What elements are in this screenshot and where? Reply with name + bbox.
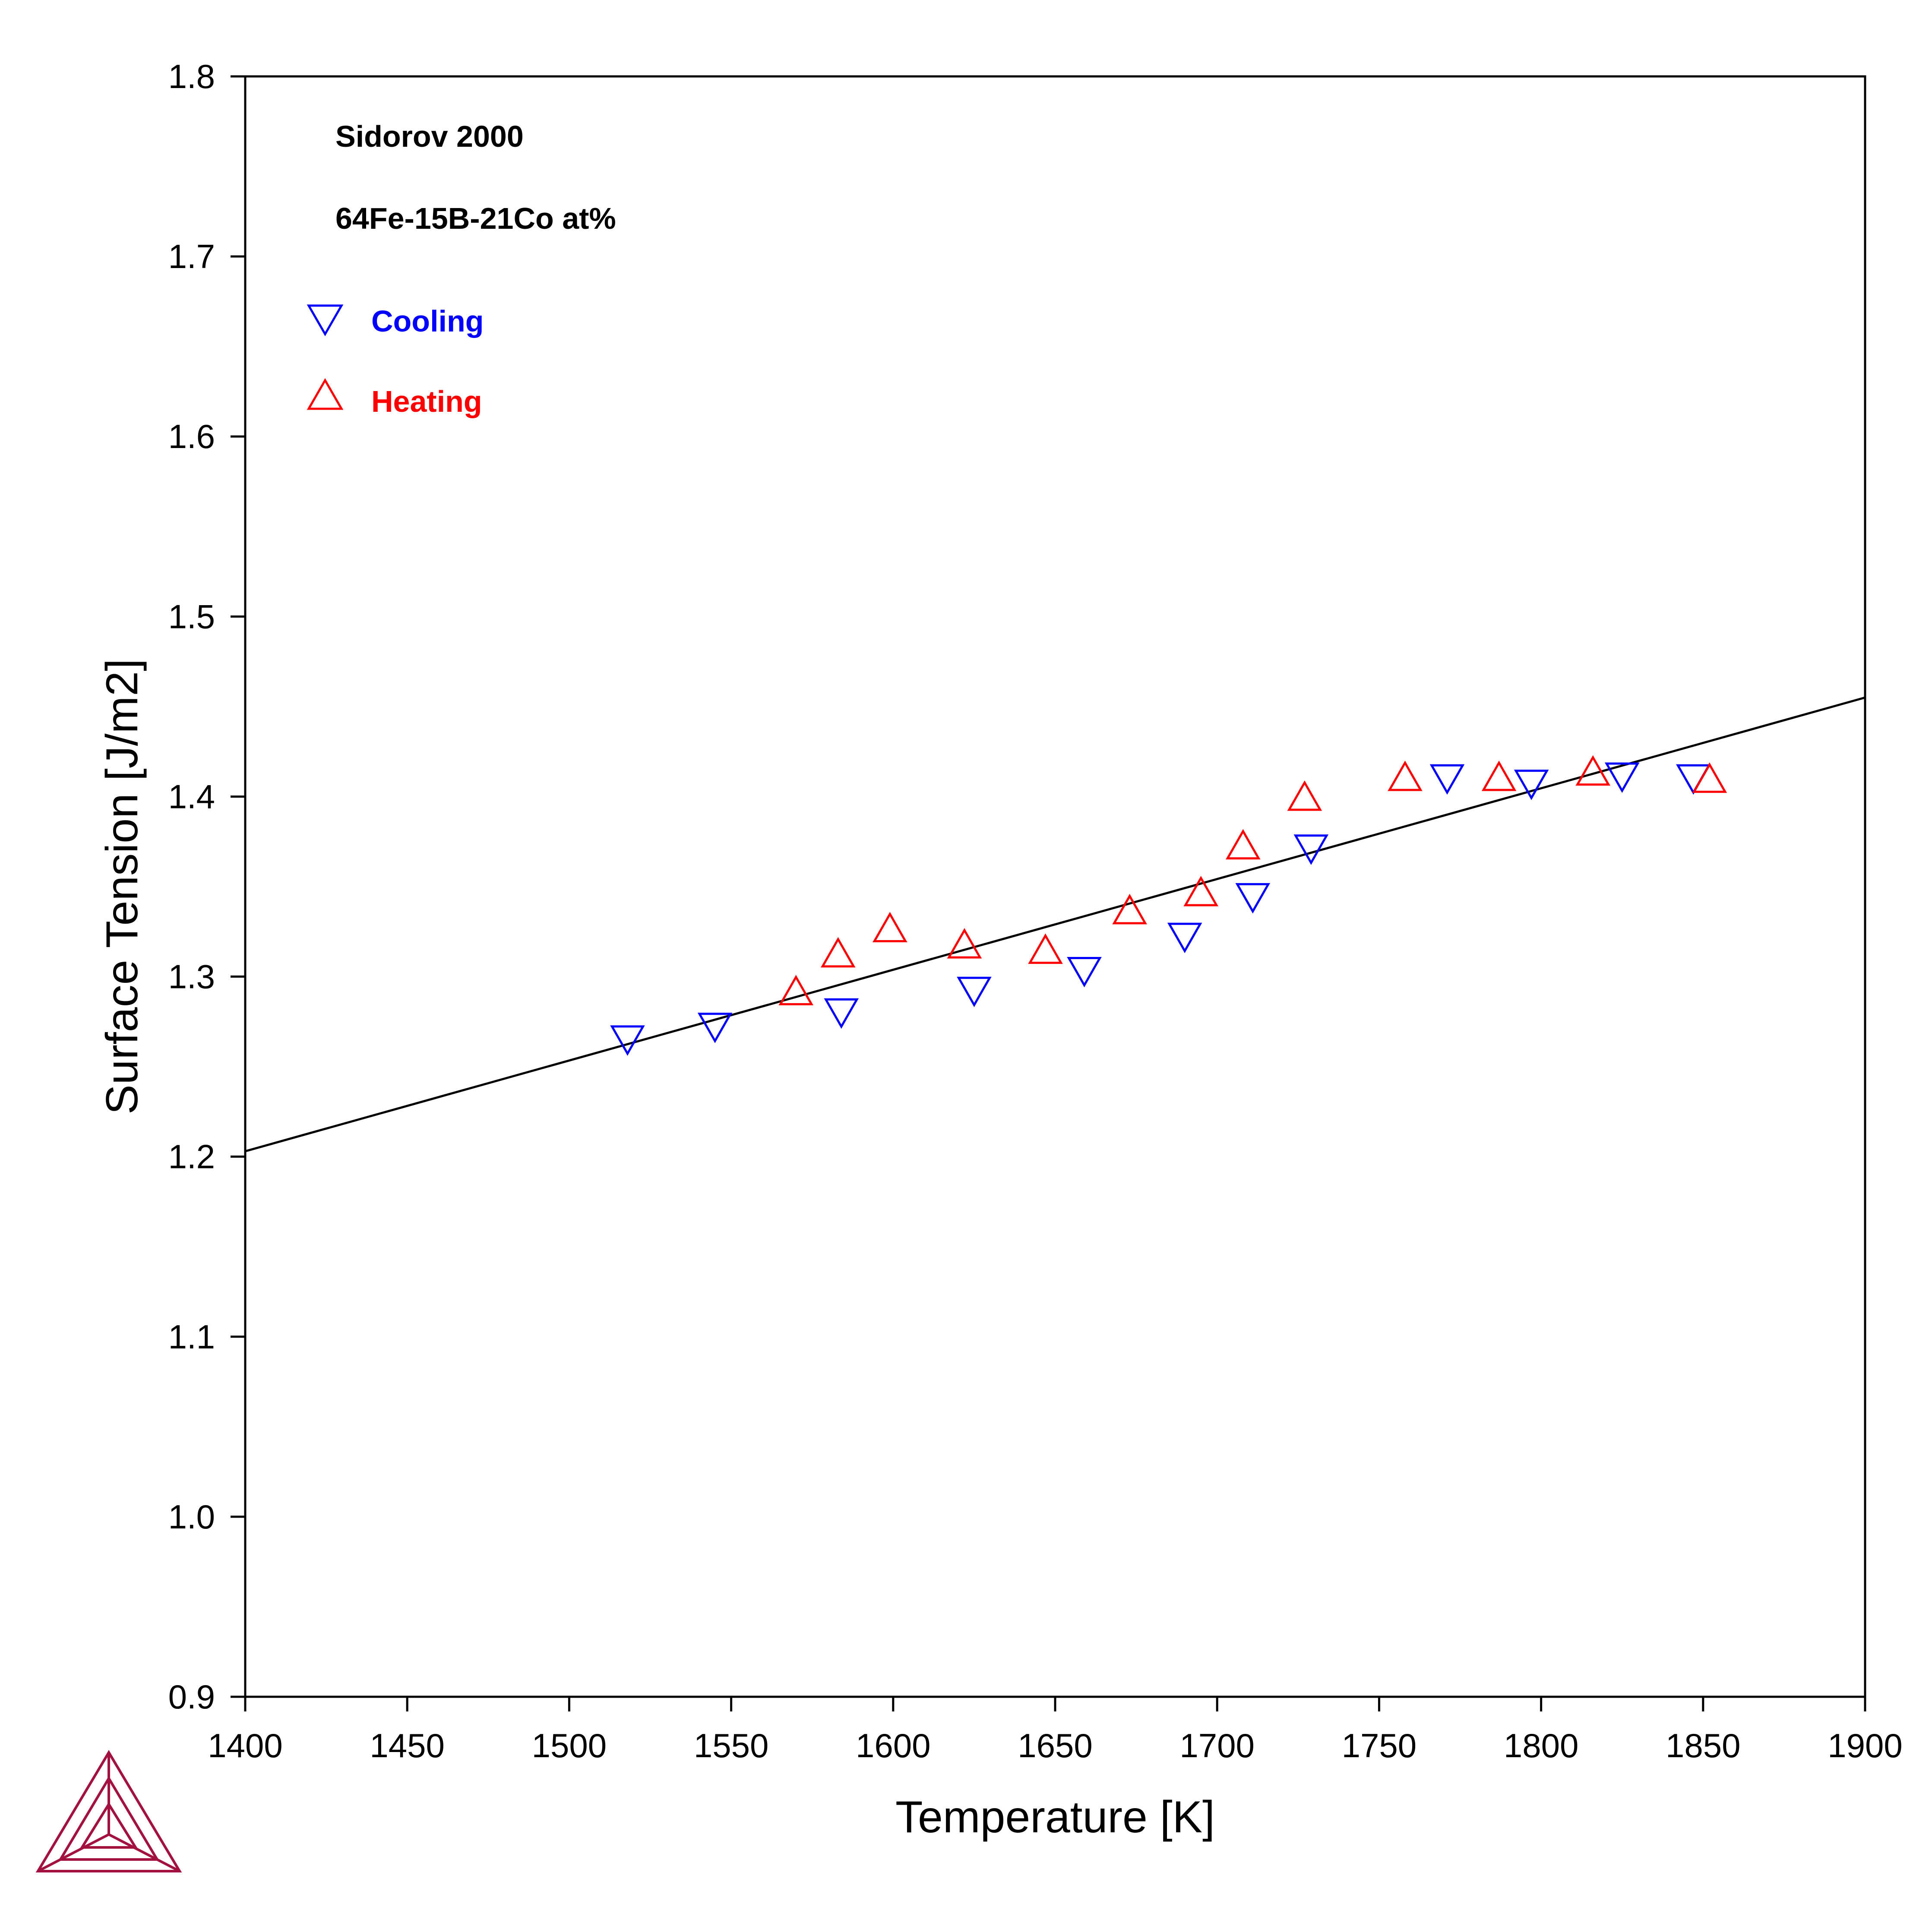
heating-point — [1287, 780, 1322, 811]
annotation-composition: 64Fe-15B-21Co at% — [335, 202, 616, 235]
heating-point — [1692, 762, 1727, 793]
model-line-group — [245, 696, 1866, 1152]
heating-point — [1112, 893, 1147, 925]
y-tick-label: 1.2 — [168, 1138, 215, 1176]
x-tick-label: 1700 — [1179, 1727, 1255, 1765]
y-tick-label: 1.7 — [168, 237, 215, 275]
y-tick-label: 1.4 — [168, 777, 215, 815]
x-tick-label: 1800 — [1504, 1727, 1579, 1765]
legend-heating-label: Heating — [371, 385, 482, 418]
legend: Cooling Heating — [307, 304, 484, 418]
y-tick-label: 1.3 — [168, 958, 215, 996]
cooling-point — [957, 976, 992, 1007]
y-tick-label: 1.0 — [168, 1498, 215, 1536]
cooling-point — [697, 1013, 733, 1043]
x-tick-label: 1600 — [856, 1727, 931, 1765]
x-tick-label: 1550 — [694, 1727, 769, 1765]
cooling-point — [1514, 770, 1549, 800]
heating-point — [872, 912, 908, 943]
heating-point — [1575, 755, 1610, 786]
legend-cooling-label: Cooling — [371, 304, 484, 338]
x-tick-label: 1400 — [208, 1727, 283, 1765]
heating-point — [1183, 876, 1218, 906]
y-tick-label: 1.6 — [168, 417, 215, 455]
x-tick-label: 1900 — [1828, 1727, 1903, 1765]
cooling-point — [1429, 764, 1465, 795]
cooling-point — [1235, 883, 1271, 914]
cooling-point — [1293, 834, 1329, 865]
cooling-point — [1604, 762, 1640, 793]
heating-point — [1481, 761, 1517, 791]
x-tick-label: 1650 — [1018, 1727, 1093, 1765]
y-tick-label: 1.1 — [168, 1318, 215, 1356]
x-axis-title: Temperature [K] — [895, 1792, 1215, 1842]
y-tick-label: 0.9 — [168, 1678, 215, 1716]
y-axis-title: Surface Tension [J/m2] — [97, 659, 147, 1114]
cooling-point — [1167, 922, 1202, 953]
cooling-point — [610, 1025, 645, 1056]
heating-point — [1028, 933, 1063, 964]
y-tick-label: 1.8 — [168, 57, 215, 95]
heating-point — [947, 928, 982, 959]
heating-point — [820, 937, 856, 968]
heating-point — [1388, 761, 1423, 791]
x-tick-label: 1450 — [370, 1727, 445, 1765]
annotation-source: Sidorov 2000 — [335, 120, 524, 153]
data-points — [610, 755, 1727, 1056]
heating-point — [778, 975, 813, 1006]
y-tick-label: 1.5 — [168, 597, 215, 635]
x-axis-ticks: 1400 1450 1500 1550 1600 1650 1700 1750 1800 1850… — [208, 1697, 1903, 1765]
legend-cooling-marker — [307, 304, 344, 337]
model-line — [245, 696, 1866, 1152]
x-tick-label: 1850 — [1666, 1727, 1741, 1765]
heating-point — [1225, 829, 1261, 860]
cooling-point — [1067, 957, 1102, 988]
thermo-calc-logo — [35, 1750, 182, 1872]
y-axis-ticks: 0.9 1.0 1.1 1.2 1.3 1.4 1.5 1.6 1.7 1.8 — [168, 57, 245, 1716]
legend-heating-marker — [307, 378, 344, 410]
cooling-point — [824, 998, 859, 1029]
x-tick-label: 1500 — [532, 1727, 607, 1765]
x-tick-label: 1750 — [1342, 1727, 1417, 1765]
